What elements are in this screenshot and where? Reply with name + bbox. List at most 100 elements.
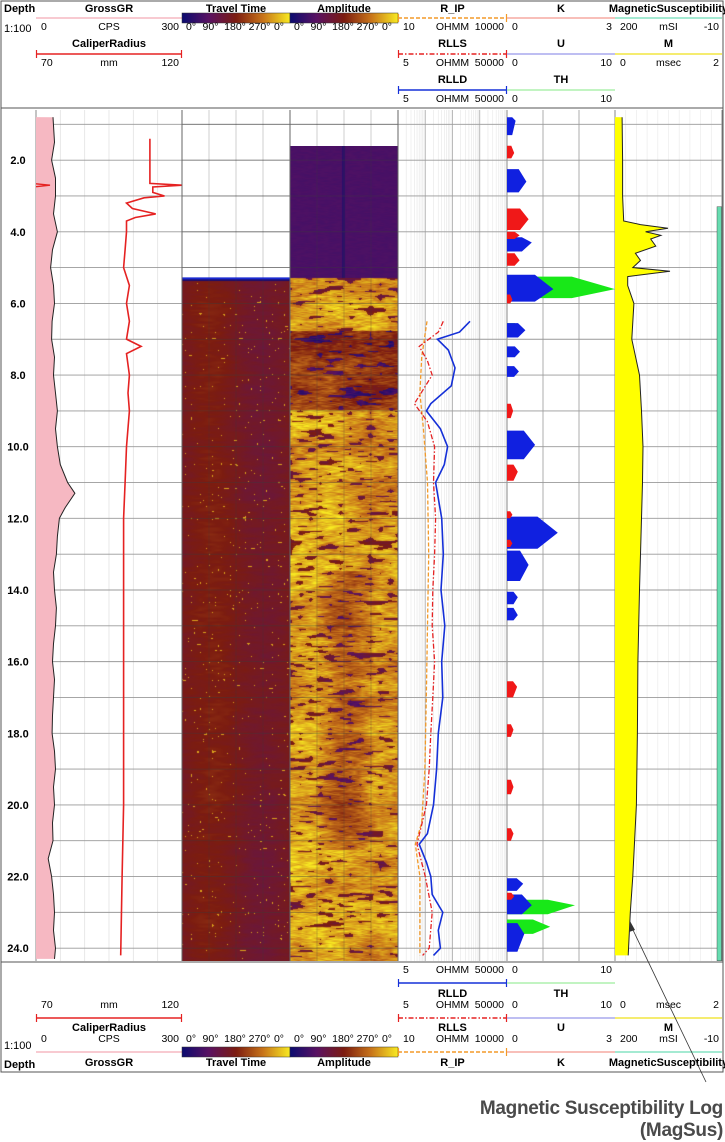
curve-name-label: U [557,38,565,50]
curve-name-label: CaliperRadius [72,1022,146,1034]
curve-name-label: CaliperRadius [72,38,146,50]
curve-name-label: K [557,3,565,15]
u-block [507,237,532,252]
scale-min-label: 0 [41,21,47,33]
scale-unit-label: mm [100,999,118,1011]
scale-min-label: 10 [403,21,415,33]
colorbar-tick-label: 90° [311,1033,327,1045]
scale-min-label: 5 [403,93,409,105]
travel-time-image [182,278,290,961]
colorbar-tick-label: 0° [382,1033,392,1045]
u-block [507,169,527,193]
gross-gr-curve [47,117,76,959]
scale-unit-label: OHMM [436,57,469,69]
scale-max-label: -10 [704,1033,719,1045]
annotation-leader-line [632,929,707,1083]
scale-min-label: 0 [512,21,518,33]
scale-unit-label: OHMM [436,21,469,33]
u-block [507,550,529,581]
caliper-radius-curve [119,138,183,956]
scale-min-label: 70 [41,999,53,1011]
scale-unit-label: CPS [98,21,120,33]
footer-depth-label: Depth [4,1059,35,1071]
depth-axis: 2.0 4.0 6.0 8.0 10.0 12.0 14.0 16.0 18.0 20.0 22.0… [7,155,28,955]
k-block [507,539,513,547]
colorbar-tick-label: 0° [294,1033,304,1045]
r-ip-curve [414,321,430,956]
colorbar-tick-label: 0° [294,21,304,33]
scale-min-label: 70 [41,57,53,69]
scale-min-label: 0 [512,999,518,1011]
u-block [507,923,525,952]
colorbar-tick-label: 270° [249,1033,271,1045]
k-block [507,892,515,900]
scale-min-label: 200 [620,1033,638,1045]
colorbar-tick-label: 90° [203,21,219,33]
scale-max-label: 3 [606,21,612,33]
k-block [507,145,515,159]
scale-min-label: 0 [512,57,518,69]
scale-unit-label: OHMM [436,999,469,1011]
scale-min-label: 0 [512,93,518,105]
curve-name-label: Amplitude [317,1057,371,1069]
scale-max-label: 120 [161,999,179,1011]
scale-min-label: 200 [620,21,638,33]
curve-name-label: TH [554,74,569,86]
curve-name-label: RLLD [438,74,467,86]
annotation-arrow [629,921,707,1083]
gross-gr-fill [36,117,75,959]
scale-max-label: 10000 [475,1033,504,1045]
colorbar-tick-label: 180° [224,21,246,33]
scale-unit-label: msec [656,999,681,1011]
curve-name-label: Travel Time [206,1057,266,1069]
arrow-head-icon [629,921,635,932]
curve-name-label: U [557,1022,565,1034]
scale-unit-label: msec [656,57,681,69]
scale-min-label: 5 [403,964,409,976]
scale-max-label: 2 [713,999,719,1011]
u-block [507,878,524,891]
colorbar-tick-label: 270° [249,21,271,33]
colorbar [289,1046,399,1058]
scale-min-label: 0 [512,1033,518,1045]
colorbar-tick-label: 90° [311,21,327,33]
colorbar-tick-label: 0° [382,21,392,33]
depth-tick-label: 10.0 [7,442,28,454]
depth-tick-label: 12.0 [7,513,28,525]
k-block [507,403,514,419]
colorbar-tick-label: 0° [274,21,284,33]
scale-min-label: 5 [403,999,409,1011]
scale-unit-label: OHMM [436,1033,469,1045]
m-bar [716,206,722,961]
curve-name-label: K [557,1057,565,1069]
k-block [507,253,520,266]
depth-tick-label: 4.0 [10,227,25,239]
k-block [507,511,513,519]
scale-max-label: 300 [161,21,179,33]
curve-name-label: TH [554,988,569,1000]
colorbar-tick-label: 0° [274,1033,284,1045]
k-block [507,208,529,230]
u-block [507,894,532,915]
depth-tick-label: 14.0 [7,585,28,597]
scale-max-label: 10 [600,57,612,69]
curve-name-label: Amplitude [317,3,371,15]
curves [35,117,722,961]
depth-tick-label: 22.0 [7,872,28,884]
colorbar-tick-label: 180° [224,1033,246,1045]
k-block [507,294,513,304]
colorbar [181,1046,291,1058]
scale-max-label: 3 [606,1033,612,1045]
curve-name-label: RLLS [438,38,467,50]
curve-name-label: M [664,1022,673,1034]
rlld-curve [418,320,471,956]
curve-name-label: GrossGR [85,1057,133,1069]
scale-max-label: 120 [161,57,179,69]
scale-max-label: 10 [600,999,612,1011]
scale-min-label: 0 [620,57,626,69]
u-block [507,274,554,302]
scale-max-label: 10 [600,964,612,976]
scale-max-label: -10 [704,21,719,33]
